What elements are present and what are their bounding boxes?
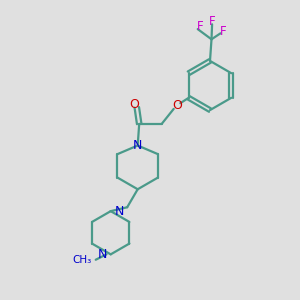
- Text: O: O: [129, 98, 139, 111]
- Text: N: N: [98, 248, 107, 261]
- Text: N: N: [114, 205, 124, 218]
- Text: F: F: [209, 15, 215, 28]
- Text: CH₃: CH₃: [73, 255, 92, 266]
- Text: F: F: [197, 20, 203, 33]
- Text: O: O: [172, 99, 182, 112]
- Text: F: F: [220, 25, 226, 38]
- Text: N: N: [133, 139, 142, 152]
